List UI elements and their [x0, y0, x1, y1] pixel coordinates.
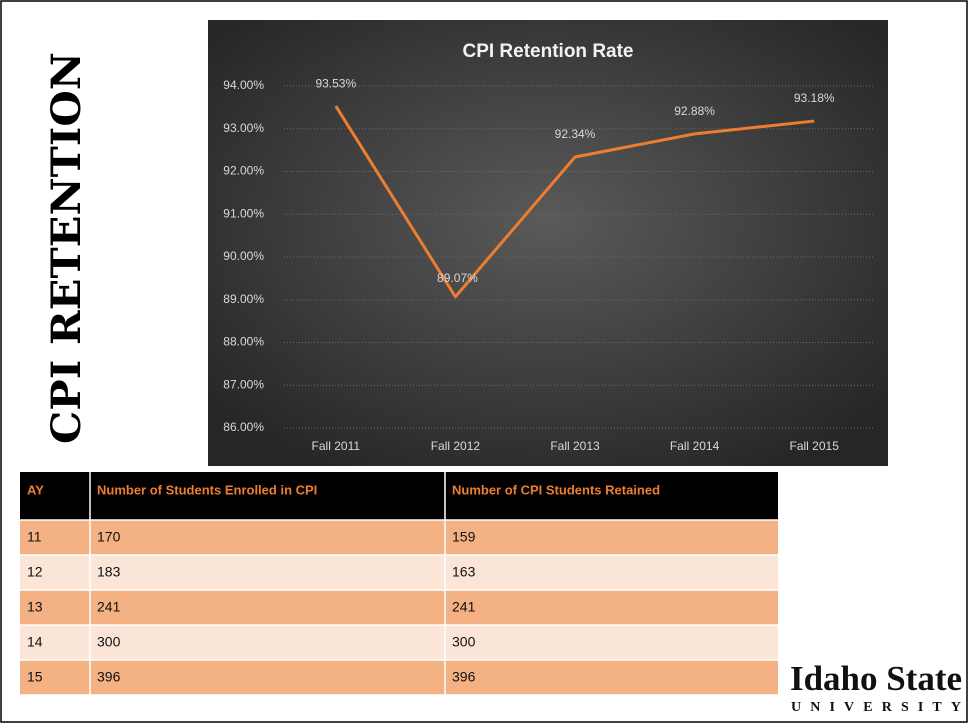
table-cell: 11	[27, 529, 42, 545]
table-cell: 14	[27, 634, 43, 650]
y-tick-label: 86.00%	[223, 420, 264, 434]
table-row	[20, 520, 778, 555]
table-cell: 396	[452, 669, 476, 685]
y-tick-label: 90.00%	[223, 249, 264, 263]
table-cell: 12	[27, 564, 43, 580]
table-cell: 183	[97, 564, 121, 580]
logo-name: Idaho State	[790, 659, 962, 698]
table-cell: 300	[97, 634, 121, 650]
x-tick-label: Fall 2013	[550, 439, 600, 453]
y-tick-label: 91.00%	[223, 206, 264, 220]
y-tick-label: 87.00%	[223, 377, 264, 391]
table-row	[20, 555, 778, 590]
y-tick-label: 88.00%	[223, 335, 264, 349]
table-header-cell: Number of CPI Students Retained	[452, 482, 660, 497]
chart: 86.00% 87.00% 88.00% 89.00% 90.00% 91.00% 92.0…	[223, 76, 874, 453]
line	[334, 105, 815, 299]
x-tick-label: Fall 2012	[431, 439, 481, 453]
x-tick-label: Fall 2015	[790, 439, 840, 453]
data-label: 92.88%	[674, 104, 715, 118]
table-cell: 163	[452, 564, 476, 580]
table-row	[20, 660, 778, 695]
table-row	[20, 625, 778, 660]
data-label: 89.07%	[437, 271, 478, 285]
data-label: 92.34%	[555, 127, 596, 141]
y-tick-label: 92.00%	[223, 164, 264, 178]
table-header-cell: AY	[27, 482, 44, 497]
data-label: 93.18%	[794, 91, 835, 105]
chart-background	[208, 20, 888, 466]
chart-title: CPI Retention Rate	[462, 41, 633, 62]
y-tick-label: 94.00%	[223, 78, 264, 92]
table-cell: 396	[97, 669, 121, 685]
x-tick-label: Fall 2014	[670, 439, 720, 453]
table-cell: 300	[452, 634, 476, 650]
table-cell: 15	[27, 669, 43, 685]
table-cell: 241	[97, 599, 121, 615]
data-label: 93.53%	[315, 76, 356, 90]
table-header-row	[20, 472, 778, 520]
table-cell: 170	[97, 529, 121, 545]
table-row	[20, 590, 778, 625]
table: AY Number of Students Enrolled in CPI Numb…	[20, 472, 778, 696]
y-tick-label: 93.00%	[223, 121, 264, 135]
table-cell: 241	[452, 599, 476, 615]
table-cell: 13	[27, 599, 43, 615]
table-header-cell: Number of Students Enrolled in CPI	[97, 482, 317, 497]
table-cell: 159	[452, 529, 476, 545]
x-tick-label: Fall 2011	[312, 439, 361, 453]
slide-title: CPI RETENTION	[43, 52, 90, 444]
y-tick-label: 89.00%	[223, 292, 264, 306]
